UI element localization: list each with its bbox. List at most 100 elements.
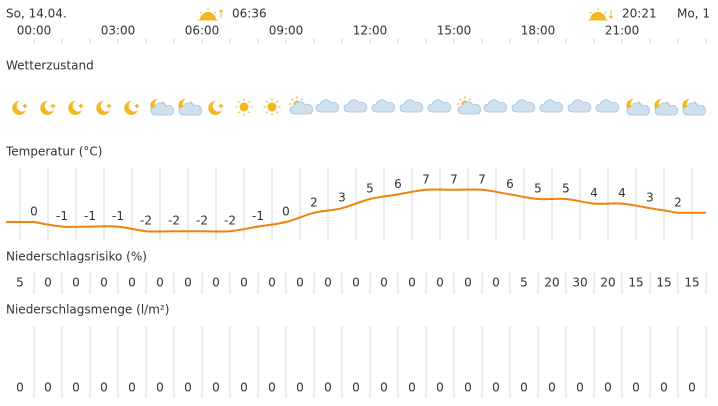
temperature-line (33, 188, 679, 233)
precip-risk-value: 15 (656, 276, 671, 290)
cloud (150, 102, 175, 116)
weather-icon (483, 99, 508, 113)
temperature-label: -2 (168, 214, 180, 228)
time-label: 12:00 (353, 24, 388, 38)
time-label: 18:00 (521, 24, 556, 38)
precip-amount-value: 0 (16, 381, 24, 395)
precip-amount-value: 0 (240, 381, 248, 395)
temperature-label: 6 (394, 177, 402, 191)
precip-amount-value: 0 (352, 381, 360, 395)
precip-amount-value: 0 (44, 381, 52, 395)
temperature-label: 7 (450, 172, 458, 186)
cloud (343, 99, 368, 113)
precip-risk-value: 20 (544, 276, 559, 290)
precip-amount-value: 0 (128, 381, 136, 395)
sun-ray (468, 98, 471, 101)
sun-ray (237, 100, 240, 103)
cloud (654, 102, 679, 116)
precip-amount-value: 0 (380, 381, 388, 395)
precip-amount-value: 0 (212, 381, 220, 395)
time-label: 21:00 (605, 24, 640, 38)
sunrise-time: 06:36 (232, 7, 267, 21)
sun (239, 102, 249, 112)
precip-risk-value: 15 (684, 276, 699, 290)
precip-amount-value: 0 (520, 381, 528, 395)
cloud (483, 99, 508, 113)
moon (68, 100, 82, 115)
weather-icon (595, 99, 620, 113)
precip-risk-value: 0 (352, 276, 360, 290)
moon (96, 100, 110, 115)
precip-amount-value: 0 (604, 381, 612, 395)
temperature-label: 4 (590, 186, 598, 200)
precip-risk-value: 0 (324, 276, 332, 290)
precip-risk-value: 0 (212, 276, 220, 290)
weather-icon (511, 99, 536, 113)
precip-amount-value: 0 (268, 381, 276, 395)
weather-icon (399, 99, 424, 113)
section-title: Niederschlagsrisiko (%) (6, 250, 147, 264)
sun-ray (276, 100, 279, 103)
cloud (626, 102, 651, 116)
precip-risk-value: 0 (100, 276, 108, 290)
star (106, 103, 112, 109)
temperature-label: 6 (506, 177, 514, 191)
weather-icon (68, 100, 84, 115)
precip-amount-value: 0 (576, 381, 584, 395)
section-title: Niederschlagsmenge (l/m²) (6, 303, 169, 317)
precip-risk-value: 0 (72, 276, 80, 290)
weather-icon (178, 98, 203, 116)
precip-risk-value: 5 (520, 276, 528, 290)
cloud (539, 99, 564, 113)
precip-amount-value: 0 (632, 381, 640, 395)
precip-amount-value: 0 (548, 381, 556, 395)
temperature-label: 3 (338, 191, 346, 205)
weather-icon (289, 96, 314, 115)
precip-risk-value: 0 (492, 276, 500, 290)
star (218, 103, 224, 109)
section-title: Temperatur (°C) (5, 145, 102, 159)
sun-ray (265, 100, 268, 103)
time-label: 00:00 (17, 24, 52, 38)
precip-amount-value: 0 (408, 381, 416, 395)
sun-ray (248, 100, 251, 103)
precip-risk-value: 0 (184, 276, 192, 290)
weather-icon (626, 98, 651, 116)
precip-risk-value: 0 (268, 276, 276, 290)
sun-ray (276, 111, 279, 114)
temperature-label: 5 (534, 182, 542, 196)
weather-icon (235, 98, 253, 116)
time-label: 03:00 (101, 24, 136, 38)
weather-icon (567, 99, 592, 113)
weather-icon (343, 99, 368, 113)
temperature-label: 5 (366, 182, 374, 196)
cloud (289, 101, 314, 115)
temperature-label: -2 (140, 214, 152, 228)
temperature-label: 3 (646, 191, 654, 205)
section-title: Wetterzustand (6, 59, 94, 73)
temperature-label: 7 (422, 172, 430, 186)
precip-amount-value: 0 (688, 381, 696, 395)
weather-icon (457, 96, 482, 115)
precip-amount-value: 0 (72, 381, 80, 395)
precip-amount-value: 0 (184, 381, 192, 395)
weather-icon (315, 99, 340, 113)
temperature-label: -1 (252, 209, 264, 223)
weather-icon (124, 100, 140, 115)
cloud (511, 99, 536, 113)
temperature-label: -1 (56, 209, 68, 223)
weather-icon (40, 100, 56, 115)
weather-icon (654, 98, 679, 116)
weather-icon (12, 100, 28, 115)
temperature-label: 5 (562, 182, 570, 196)
sunset-icon (588, 8, 614, 21)
weather-icon (263, 98, 281, 116)
temperature-label: -2 (224, 214, 236, 228)
temperature-label: -2 (196, 214, 208, 228)
weather-icon (208, 100, 224, 115)
precip-risk-value: 0 (380, 276, 388, 290)
precip-risk-value: 5 (16, 276, 24, 290)
cloud (567, 99, 592, 113)
temperature-label: -1 (112, 209, 124, 223)
